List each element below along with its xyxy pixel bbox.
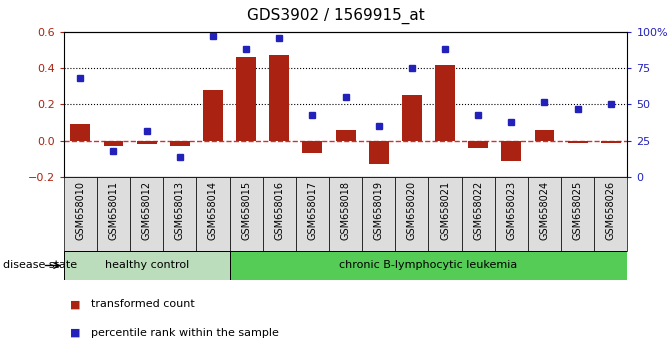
Bar: [236, 57, 256, 141]
Text: GSM658018: GSM658018: [341, 181, 350, 240]
Text: GSM658022: GSM658022: [473, 181, 483, 240]
Text: GDS3902 / 1569915_at: GDS3902 / 1569915_at: [247, 8, 424, 24]
Text: GSM658013: GSM658013: [174, 181, 185, 240]
Text: GSM658010: GSM658010: [75, 181, 85, 240]
Text: GSM658024: GSM658024: [539, 181, 550, 240]
Text: disease state: disease state: [3, 261, 77, 270]
Bar: [429, 177, 462, 251]
Text: GSM658019: GSM658019: [374, 181, 384, 240]
Text: ■: ■: [70, 328, 81, 338]
Text: GSM658011: GSM658011: [109, 181, 119, 240]
Text: GSM658016: GSM658016: [274, 181, 285, 240]
Text: GSM658025: GSM658025: [572, 181, 582, 240]
Bar: [163, 177, 197, 251]
Bar: [435, 64, 455, 141]
Bar: [137, 141, 156, 144]
Bar: [329, 177, 362, 251]
Bar: [70, 124, 91, 141]
Bar: [203, 90, 223, 141]
Text: GSM658015: GSM658015: [241, 181, 251, 240]
Bar: [197, 177, 229, 251]
Text: GSM658021: GSM658021: [440, 181, 450, 240]
Bar: [296, 177, 329, 251]
Bar: [103, 141, 123, 146]
Bar: [369, 141, 389, 164]
Text: percentile rank within the sample: percentile rank within the sample: [91, 328, 278, 338]
Bar: [568, 141, 588, 143]
Bar: [336, 130, 356, 141]
Bar: [528, 177, 561, 251]
Bar: [495, 177, 528, 251]
Bar: [64, 177, 97, 251]
Bar: [561, 177, 595, 251]
Bar: [501, 141, 521, 161]
Bar: [468, 141, 488, 148]
Bar: [170, 141, 190, 146]
Bar: [229, 177, 262, 251]
Bar: [535, 130, 554, 141]
Bar: [402, 95, 422, 141]
Text: GSM658026: GSM658026: [606, 181, 616, 240]
Bar: [601, 141, 621, 143]
Text: healthy control: healthy control: [105, 261, 189, 270]
Bar: [395, 177, 429, 251]
Bar: [130, 177, 163, 251]
Text: GSM658012: GSM658012: [142, 181, 152, 240]
Bar: [269, 56, 289, 141]
Text: GSM658020: GSM658020: [407, 181, 417, 240]
Text: GSM658023: GSM658023: [507, 181, 517, 240]
Text: chronic B-lymphocytic leukemia: chronic B-lymphocytic leukemia: [340, 261, 517, 270]
Text: ■: ■: [70, 299, 81, 309]
Bar: [64, 251, 229, 280]
Text: GSM658017: GSM658017: [307, 181, 317, 240]
Bar: [303, 141, 322, 153]
Bar: [595, 177, 627, 251]
Text: GSM658014: GSM658014: [208, 181, 218, 240]
Bar: [262, 177, 296, 251]
Bar: [362, 177, 395, 251]
Text: transformed count: transformed count: [91, 299, 195, 309]
Bar: [97, 177, 130, 251]
Bar: [462, 177, 495, 251]
Bar: [229, 251, 644, 280]
